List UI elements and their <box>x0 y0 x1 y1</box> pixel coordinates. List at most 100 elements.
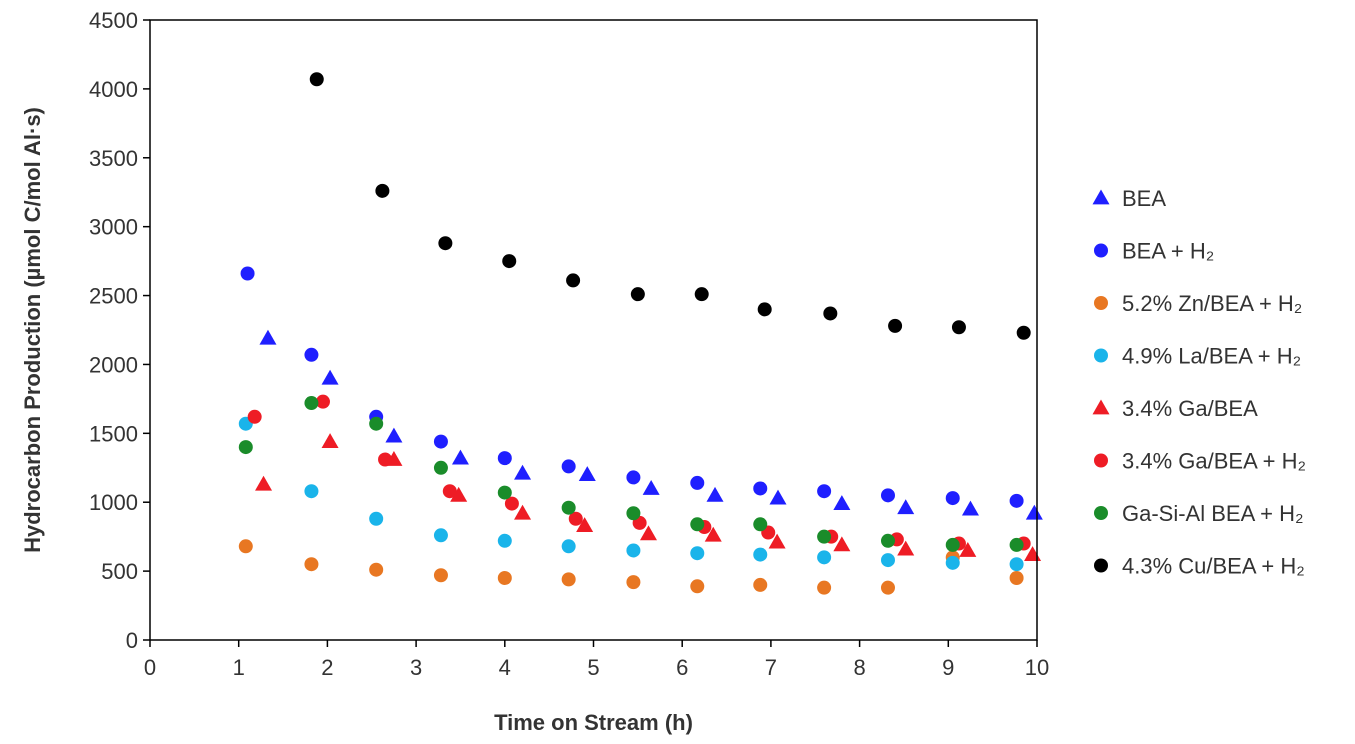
data-point <box>369 416 384 431</box>
data-point <box>1016 325 1031 340</box>
x-axis-ticks: 0 1 2 3 4 5 6 7 8 9 10 <box>144 640 1049 680</box>
data-point <box>951 320 966 335</box>
data-point <box>561 572 576 587</box>
data-points <box>238 72 1043 595</box>
data-point <box>817 484 832 499</box>
data-point <box>561 539 576 554</box>
y-tick-label: 500 <box>101 559 138 584</box>
data-point <box>240 266 255 281</box>
data-point <box>504 496 519 511</box>
data-point <box>451 449 469 465</box>
y-tick-label: 2500 <box>89 284 138 309</box>
data-point <box>304 557 319 572</box>
data-point <box>309 72 324 87</box>
data-point <box>433 460 448 475</box>
series-1 <box>240 266 1024 508</box>
data-point <box>514 464 532 480</box>
data-point <box>433 568 448 583</box>
x-tick-label: 5 <box>587 655 599 680</box>
data-point <box>442 484 457 499</box>
data-point <box>769 489 787 505</box>
x-tick-label: 3 <box>410 655 422 680</box>
data-point <box>1009 493 1024 508</box>
x-tick-label: 6 <box>676 655 688 680</box>
legend-label: 4.9% La/BEA + H₂ <box>1122 344 1301 369</box>
data-point <box>880 488 895 503</box>
data-point <box>690 579 705 594</box>
legend-marker <box>1092 189 1110 205</box>
data-point <box>817 529 832 544</box>
legend-label: BEA <box>1122 186 1166 211</box>
data-point <box>238 440 253 455</box>
data-point <box>626 470 641 485</box>
data-point <box>690 517 705 532</box>
data-point <box>753 547 768 562</box>
data-point <box>630 287 645 302</box>
legend-marker <box>1092 399 1110 415</box>
y-tick-label: 0 <box>126 628 138 653</box>
series-2 <box>238 539 1024 595</box>
data-point <box>561 500 576 515</box>
y-tick-label: 3500 <box>89 146 138 171</box>
data-point <box>945 537 960 552</box>
data-point <box>1009 537 1024 552</box>
data-point <box>823 306 838 321</box>
data-point <box>433 528 448 543</box>
data-point <box>768 533 786 549</box>
legend-label: Ga-Si-Al BEA + H₂ <box>1122 501 1304 526</box>
x-tick-label: 9 <box>942 655 954 680</box>
x-tick-label: 10 <box>1025 655 1049 680</box>
legend-item: 3.4% Ga/BEA <box>1092 396 1258 421</box>
legend-label: 5.2% Zn/BEA + H₂ <box>1122 291 1302 316</box>
data-point <box>753 577 768 592</box>
data-point <box>255 475 273 491</box>
data-point <box>561 459 576 474</box>
x-tick-label: 2 <box>321 655 333 680</box>
series-6 <box>238 396 1024 552</box>
data-point <box>1009 571 1024 585</box>
data-point <box>259 329 277 345</box>
x-tick-label: 7 <box>765 655 777 680</box>
data-point <box>369 562 384 577</box>
legend-item: 3.4% Ga/BEA + H₂ <box>1094 449 1306 474</box>
y-tick-label: 1000 <box>89 490 138 515</box>
data-point <box>433 434 448 449</box>
data-point <box>321 369 339 385</box>
y-tick-label: 3000 <box>89 215 138 240</box>
legend-item: 4.3% Cu/BEA + H₂ <box>1094 554 1305 579</box>
x-tick-label: 8 <box>853 655 865 680</box>
series-0 <box>259 329 1043 520</box>
data-point <box>753 481 768 496</box>
series-7 <box>309 72 1031 340</box>
x-axis-title: Time on Stream (h) <box>494 710 693 735</box>
legend-marker <box>1094 243 1108 258</box>
data-point <box>375 183 390 198</box>
legend-marker <box>1094 296 1108 310</box>
data-point <box>304 396 319 411</box>
x-tick-label: 4 <box>499 655 511 680</box>
y-axis-ticks: 0 500 1000 1500 2000 2500 3000 3500 4000 4500 <box>89 8 150 653</box>
data-point <box>502 254 517 269</box>
data-point <box>945 491 960 506</box>
data-point <box>694 287 709 302</box>
data-point <box>817 550 832 565</box>
data-point <box>897 540 915 556</box>
data-point <box>369 511 384 526</box>
data-point <box>706 486 724 502</box>
data-point <box>576 517 594 533</box>
data-point <box>304 347 319 362</box>
y-tick-label: 4000 <box>89 77 138 102</box>
legend-item: BEA <box>1092 186 1166 211</box>
data-point <box>304 484 319 499</box>
data-point <box>568 511 583 526</box>
data-point <box>945 555 960 570</box>
legend-marker <box>1094 348 1108 363</box>
data-point <box>1025 504 1043 520</box>
legend-label: 4.3% Cu/BEA + H₂ <box>1122 554 1305 579</box>
data-point <box>626 506 641 521</box>
legend-label: BEA + H₂ <box>1122 239 1214 264</box>
data-point <box>639 525 657 541</box>
data-point <box>438 236 453 251</box>
data-point <box>626 543 641 558</box>
